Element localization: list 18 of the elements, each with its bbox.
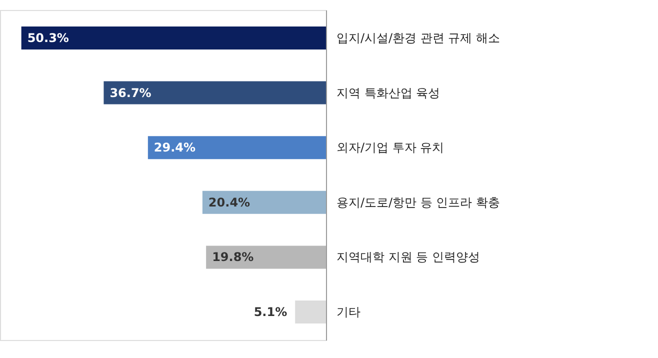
data-label: 5.1%	[254, 305, 288, 320]
bar	[202, 190, 326, 214]
bar	[206, 246, 326, 269]
data-label: 50.3%	[27, 30, 69, 45]
y-tick-label: 지역대학 지원 등 인력양성	[336, 250, 480, 264]
data-label: 36.7%	[110, 86, 152, 100]
bar	[104, 81, 326, 104]
y-tick-label: 기타	[336, 305, 360, 320]
bar	[295, 300, 326, 324]
bar	[148, 136, 326, 160]
y-tick-label: 용지/도로/항만 등 인프라 확충	[336, 195, 500, 210]
data-label: 20.4%	[208, 195, 250, 210]
y-tick-label: 입지/시설/환경 관련 규제 해소	[336, 30, 500, 45]
data-label: 29.4%	[154, 140, 196, 155]
bar	[21, 26, 326, 50]
y-tick-label: 지역 특화산업 육성	[336, 86, 440, 100]
y-tick-label: 외자/기업 투자 유치	[336, 140, 444, 155]
data-label: 19.8%	[212, 250, 254, 264]
